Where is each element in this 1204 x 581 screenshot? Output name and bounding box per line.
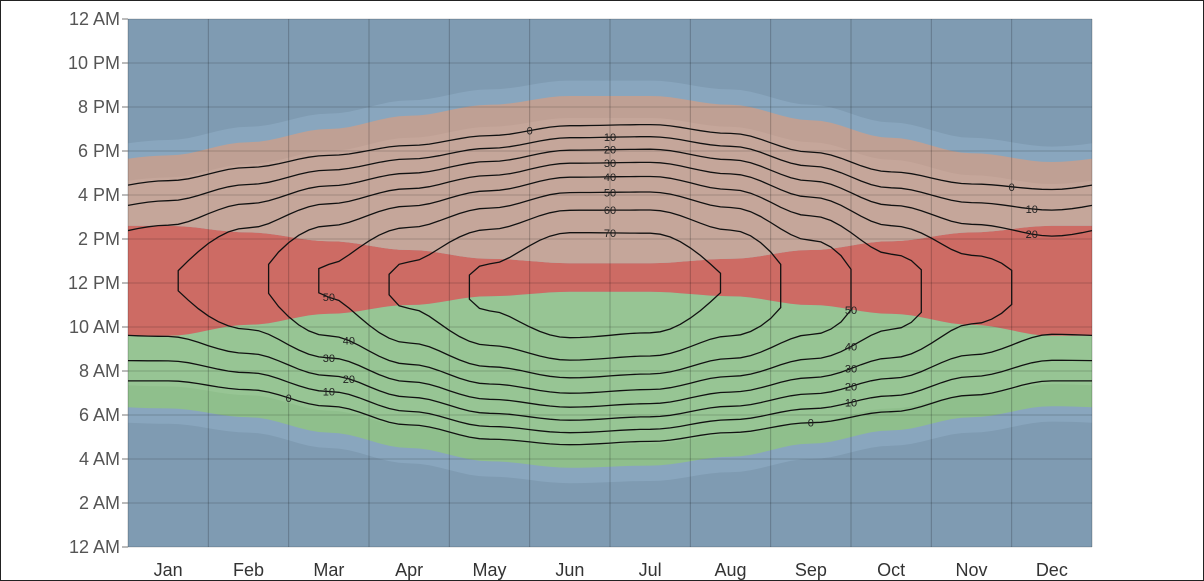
contour-line-20 (128, 148, 1092, 237)
contour-label-0: 0 (286, 393, 292, 405)
y-tick-label: 2 PM (78, 229, 120, 249)
y-tick-label: 12 PM (68, 273, 120, 293)
x-tick-label: Nov (955, 560, 987, 580)
contour-label-10: 10 (604, 132, 616, 144)
x-tick-label: Dec (1036, 560, 1068, 580)
contour-label-40: 40 (845, 342, 857, 354)
y-tick-label: 8 AM (79, 361, 120, 381)
contour-line-50 (318, 191, 852, 379)
y-tick-label: 4 AM (79, 449, 120, 469)
x-tick-label: Jan (154, 560, 183, 580)
y-tick-label: 6 AM (79, 405, 120, 425)
contour-label-60: 60 (604, 205, 616, 217)
contour-label-40: 40 (343, 335, 355, 347)
x-tick-label: Jun (555, 560, 584, 580)
contour-label-50: 50 (845, 305, 857, 317)
y-tick-label: 12 AM (69, 537, 120, 557)
x-axis: Jan Feb Mar Apr May Jun Jul Aug Sep Oct Nov Dec (154, 560, 1068, 580)
contour-label-20: 20 (1026, 229, 1038, 241)
x-tick-label: Jul (639, 560, 662, 580)
x-tick-label: Oct (877, 560, 905, 580)
contour-label-30: 30 (604, 158, 616, 170)
contour-label-10: 10 (845, 397, 857, 409)
y-tick-label: 12 AM (69, 9, 120, 29)
contour-label-50: 50 (604, 187, 616, 199)
y-tick-label: 2 AM (79, 493, 120, 513)
contour-line-60 (388, 209, 782, 361)
contour-label-50: 50 (323, 292, 335, 304)
x-tick-label: Apr (395, 560, 423, 580)
evening-inner-band (128, 118, 1092, 264)
y-tick-label: 10 AM (69, 317, 120, 337)
contour-label-20: 20 (343, 374, 355, 386)
morning-inner-band (128, 291, 1092, 446)
x-tick-label: Feb (233, 560, 264, 580)
contour-label-10: 10 (323, 386, 335, 398)
contour-label-30: 30 (845, 364, 857, 376)
contour-line-70 (468, 232, 722, 339)
y-axis: 12 AM 2 AM 4 AM 6 AM 8 AM 10 AM 12 PM 2 PM 4 PM 6… (68, 9, 128, 557)
contour-label-20: 20 (845, 381, 857, 393)
contour-label-0: 0 (1009, 182, 1015, 194)
contour-line-20 (128, 333, 1092, 421)
contour-label-30: 30 (323, 353, 335, 365)
y-tick-label: 4 PM (78, 185, 120, 205)
contour-line-0 (128, 380, 1092, 446)
x-tick-label: Aug (714, 560, 746, 580)
contour-layer: 0000101010102020202030303040404050505060… (128, 123, 1092, 446)
y-tick-label: 8 PM (78, 97, 120, 117)
contour-line-0 (128, 123, 1092, 191)
x-tick-label: Sep (795, 560, 827, 580)
contour-label-20: 20 (604, 145, 616, 157)
contour-line-10 (128, 136, 1092, 211)
contour-line-30 (177, 161, 1013, 408)
contour-label-0: 0 (808, 418, 814, 430)
y-tick-label: 6 PM (78, 141, 120, 161)
x-tick-label: Mar (313, 560, 344, 580)
x-tick-label: May (472, 560, 506, 580)
contour-label-0: 0 (527, 126, 533, 138)
contour-label-70: 70 (604, 228, 616, 240)
contour-line-40 (267, 175, 922, 394)
y-tick-label: 10 PM (68, 53, 120, 73)
contour-label-10: 10 (1026, 204, 1038, 216)
contour-line-10 (128, 359, 1092, 434)
contour-label-40: 40 (604, 172, 616, 184)
